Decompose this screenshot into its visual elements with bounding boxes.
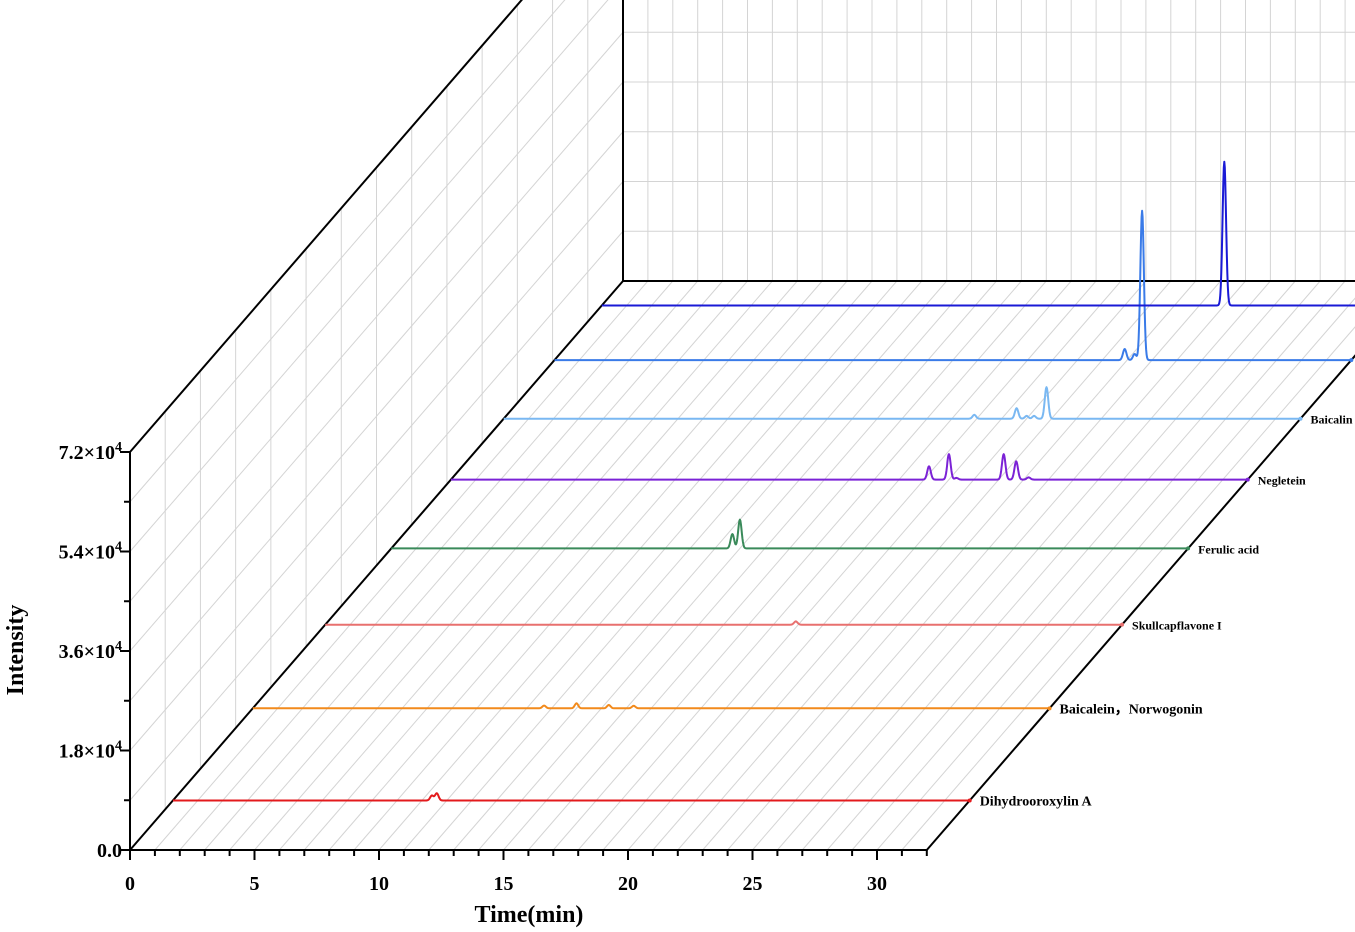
floor-gridline: [229, 280, 723, 851]
series-end-marker: [967, 798, 972, 803]
floor-gridline: [876, 297, 1355, 851]
floor-gridline: [503, 280, 997, 851]
side-wall-gridline: [129, 181, 624, 751]
side-wall-gridline: [129, 31, 624, 602]
series-label: Skullcapflavone I: [1132, 619, 1222, 633]
floor-grid: [154, 280, 1355, 851]
floor-gridline: [478, 280, 972, 851]
floor-gridline: [652, 280, 1147, 851]
series-label: Baicalein，Norwogonin: [1060, 702, 1203, 717]
side-wall: [129, 0, 624, 810]
floor-gridline: [552, 280, 1047, 851]
series-end-marker: [1245, 477, 1250, 482]
series-6: Baicalin: [503, 386, 1353, 427]
y-tick-label: 1.8×104: [59, 739, 122, 763]
series-end-marker: [1349, 358, 1354, 363]
x-tick-label: 10: [369, 873, 389, 895]
series-line: [324, 620, 1123, 626]
side-wall-gridline: [129, 0, 609, 552]
series-end-marker: [1298, 416, 1303, 421]
y-tick-label: 0.0: [97, 840, 122, 862]
series-label: Dihydrooroxylin A: [980, 794, 1093, 809]
series-line: [503, 386, 1301, 420]
floor-gridline: [752, 280, 1246, 851]
series-2: Baicalein，Norwogonin: [252, 702, 1203, 717]
floor-gridline: [204, 280, 699, 851]
frame-edge: [926, 354, 1355, 851]
floor-gridline: [328, 280, 823, 851]
x-axis-title: Time(min): [475, 902, 584, 928]
series-line: [601, 160, 1355, 307]
floor-gridline: [627, 280, 1122, 851]
x-tick-label: 25: [743, 873, 763, 895]
floor-gridline: [403, 280, 898, 851]
series-end-marker: [1120, 622, 1125, 627]
floor-gridline: [777, 280, 1271, 851]
series-line: [172, 792, 971, 802]
floor-gridline: [702, 280, 1197, 851]
series-end-marker: [1047, 706, 1052, 711]
floor-gridline: [528, 280, 1022, 851]
y-tick-label: 3.6×104: [59, 639, 122, 663]
floor-gridline: [378, 280, 873, 851]
floor-gridline: [303, 280, 798, 851]
floor-gridline: [453, 280, 948, 851]
x-tick-label: 0: [125, 873, 135, 895]
x-tick-label: 5: [250, 873, 260, 895]
series-8: DiosMetin 7-O-beta-D-glucuronide: [601, 160, 1355, 307]
x-tick-label: 15: [494, 873, 514, 895]
series-line: [450, 453, 1249, 481]
y-axis: 0.0 1.8×104 3.6×104 5.4×104 7.2×104: [59, 440, 130, 862]
series-line: [554, 209, 1352, 362]
floor-gridline: [602, 280, 1097, 851]
series-1: Dihydrooroxylin A: [172, 792, 1093, 809]
floor-gridline: [577, 280, 1072, 851]
frame-edge: [129, 280, 624, 851]
y-tick-label: 7.2×104: [59, 440, 122, 464]
side-wall-gridline: [129, 0, 566, 503]
series-7: Oroxylin A glucoronide,Oroxindin: [554, 209, 1354, 363]
series-4: Ferulic acid: [390, 518, 1259, 556]
floor-gridline: [279, 280, 773, 851]
series-label: Negletein: [1258, 474, 1306, 488]
x-tick-label: 20: [618, 873, 638, 895]
floor-gridline: [254, 280, 748, 851]
side-wall-gridline: [129, 230, 624, 801]
series-line: [390, 518, 1189, 550]
series-traces: Dihydrooroxylin A Baicalein，Norwogonin Sku…: [172, 160, 1355, 809]
side-wall-gridline: [129, 81, 624, 652]
floor-gridline: [428, 280, 923, 851]
floor-gridline: [851, 280, 1346, 851]
floor-gridline: [353, 280, 848, 851]
floor-gridline: [179, 280, 674, 851]
frame-edge: [129, 0, 523, 453]
x-axis: 0 5 10 15 20 25 30: [125, 850, 928, 895]
x-tick-label: 30: [867, 873, 887, 895]
floor-gridline: [801, 280, 1296, 851]
floor-gridline: [901, 326, 1355, 851]
side-wall-gridline: [129, 131, 624, 702]
series-label: Ferulic acid: [1198, 542, 1259, 556]
floor-gridline: [154, 280, 649, 851]
series-line: [252, 702, 1051, 710]
series-label: Baicalin: [1310, 413, 1352, 427]
series-3: Skullcapflavone I: [324, 619, 1222, 633]
series-5: Negletein: [450, 453, 1306, 488]
floor-gridline: [727, 280, 1221, 851]
floor-gridline: [826, 280, 1321, 851]
y-axis-title: Intensity: [3, 605, 29, 696]
back-wall: [623, 0, 1355, 281]
floor-gridline: [677, 280, 1172, 851]
series-end-marker: [1186, 546, 1191, 551]
y-tick-label: 5.4×104: [59, 540, 122, 564]
